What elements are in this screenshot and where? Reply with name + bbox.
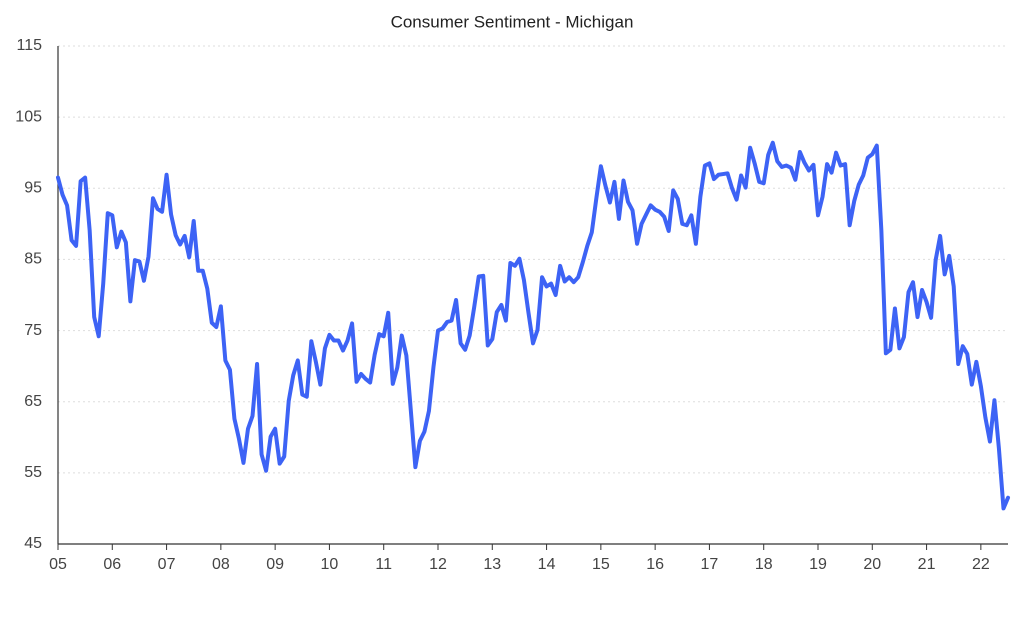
x-tick-label: 15 bbox=[592, 556, 610, 573]
y-tick-label: 55 bbox=[24, 464, 42, 481]
line-series bbox=[56, 140, 1010, 511]
y-tick-label: 85 bbox=[24, 251, 42, 268]
x-tick-label: 16 bbox=[646, 556, 664, 573]
x-tick-label: 07 bbox=[158, 556, 176, 573]
x-tick-label: 13 bbox=[483, 556, 501, 573]
x-tick-label: 18 bbox=[755, 556, 773, 573]
x-tick-label: 17 bbox=[701, 556, 719, 573]
y-tick-label: 45 bbox=[24, 535, 42, 552]
x-tick-label: 22 bbox=[972, 556, 990, 573]
y-tick-label: 95 bbox=[24, 180, 42, 197]
x-tick-label: 09 bbox=[266, 556, 284, 573]
x-tick-label: 21 bbox=[918, 556, 936, 573]
x-tick-label: 05 bbox=[49, 556, 67, 573]
x-tick-label: 06 bbox=[103, 556, 121, 573]
x-tick-label: 08 bbox=[212, 556, 230, 573]
y-tick-label: 105 bbox=[15, 108, 42, 125]
x-tick-label: 14 bbox=[538, 556, 556, 573]
x-tick-label: 11 bbox=[375, 556, 392, 573]
x-tick-label: 19 bbox=[809, 556, 827, 573]
x-tick-label: 12 bbox=[429, 556, 447, 573]
y-tick-label: 115 bbox=[16, 37, 42, 54]
x-tick-label: 20 bbox=[863, 556, 881, 573]
chart-title: Consumer Sentiment - Michigan bbox=[391, 12, 634, 31]
y-tick-label: 75 bbox=[24, 322, 42, 339]
y-tick-label: 65 bbox=[24, 393, 42, 410]
x-tick-label: 10 bbox=[321, 556, 339, 573]
